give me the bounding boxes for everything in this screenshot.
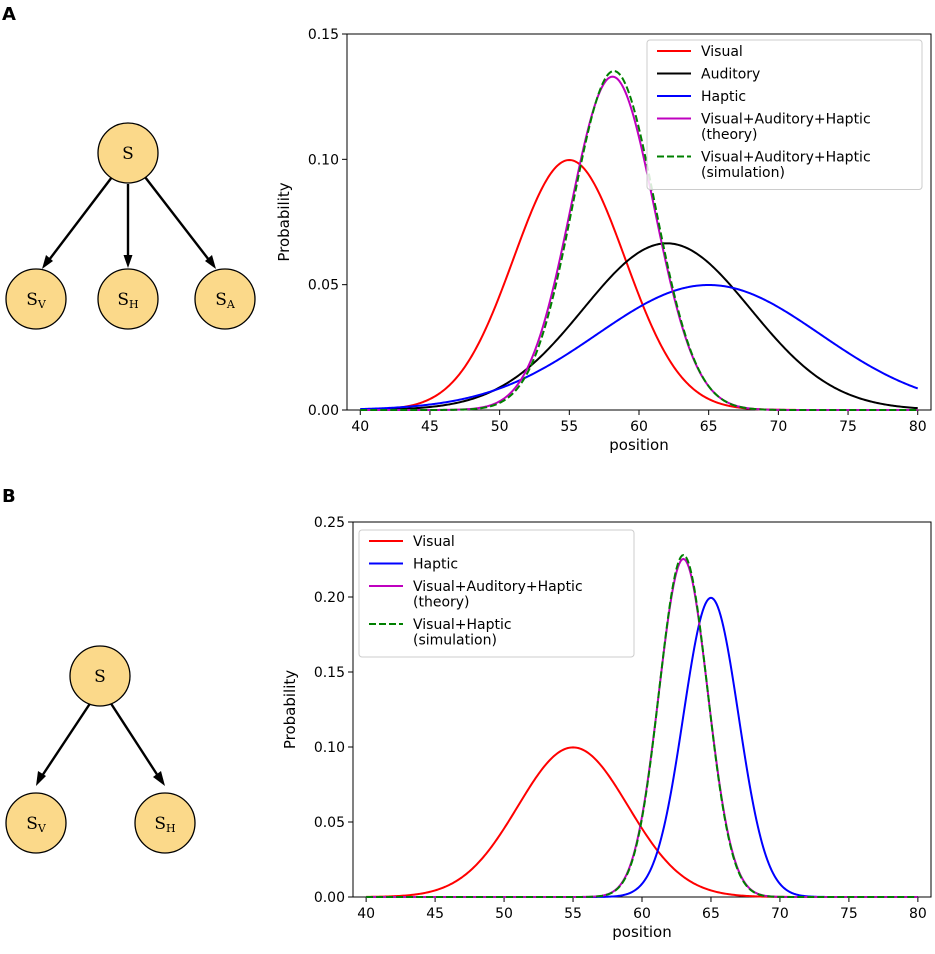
edge-s-sh-b	[108, 701, 160, 777]
legend-label: Visual+Auditory+Haptic	[413, 579, 583, 595]
node-s: S	[97, 122, 159, 184]
panel-a: A S SV SH SA 40 45	[2, 4, 932, 454]
node-s-b-label: S	[94, 667, 106, 687]
edge-s-sv-b-arrow	[36, 771, 46, 786]
x-tick-label: 75	[840, 906, 858, 922]
edge-s-sa	[144, 176, 210, 261]
series-line-auditory	[360, 242, 918, 411]
x-tick-label: 40	[351, 419, 369, 435]
chart-b: 40 45 50 55 60 65 70 75 80 0.00 0.05 0.10 0.15 0.20 0.…	[281, 515, 932, 941]
panel-b: B S SV SH 40 45 50 55 60 65 70 75 80 0.00 0.05 0.10…	[2, 486, 932, 941]
y-axis-label: Probability	[281, 670, 299, 749]
y-tick-label: 0.15	[308, 27, 339, 43]
series-line-haptic	[360, 283, 919, 411]
edge-s-sh-b-arrow	[153, 771, 165, 786]
y-tick-label: 0.10	[314, 740, 345, 756]
x-tick-label: 55	[560, 419, 578, 435]
y-tick-label: 0.20	[314, 590, 345, 606]
x-tick-label: 65	[702, 906, 720, 922]
y-tick-label: 0.00	[308, 403, 339, 419]
y-tick-label: 0.10	[308, 152, 339, 168]
x-tick-label: 70	[771, 906, 789, 922]
chart-a: 40 45 50 55 60 65 70 75 80 0.00 0.05 0.10 0.15 positi…	[275, 27, 932, 454]
series-line-visual-auditory-haptic-simulation-	[360, 69, 918, 411]
series-line-visual-haptic-simulation-	[366, 553, 918, 898]
node-sv-label: SV	[26, 290, 47, 311]
edge-s-sv-b	[40, 701, 93, 777]
legend-label: Visual+Haptic	[413, 617, 512, 633]
node-sh-b-label: SH	[154, 814, 175, 835]
y-tick-label: 0.15	[314, 665, 345, 681]
legend-label: (theory)	[701, 127, 758, 143]
x-tick-label: 65	[700, 419, 718, 435]
legend-label: Visual+Auditory+Haptic	[701, 112, 871, 128]
x-tick-label: 80	[909, 419, 927, 435]
y-tick-label: 0.25	[314, 515, 345, 531]
y-tick-label: 0.00	[314, 890, 345, 906]
node-sa-label: SA	[215, 290, 236, 311]
edge-s-sv-arrow	[42, 255, 53, 269]
legend-label: (simulation)	[701, 165, 785, 181]
edge-s-sh-arrow	[123, 255, 133, 268]
graph-a: S SV SH SA	[5, 122, 256, 330]
legend-label: Visual	[413, 534, 455, 550]
x-tick-label: 75	[839, 419, 857, 435]
node-sh: SH	[97, 268, 159, 330]
legend-label: (simulation)	[413, 633, 497, 649]
node-sv: SV	[5, 268, 67, 330]
legend-label: Visual	[701, 44, 743, 60]
node-sh-label: SH	[117, 290, 138, 311]
legend-label: (theory)	[413, 595, 470, 611]
x-tick-label: 50	[491, 419, 509, 435]
x-tick-label: 45	[426, 906, 444, 922]
x-tick-label: 55	[564, 906, 582, 922]
x-tick-label: 40	[357, 906, 375, 922]
node-sh-b: SH	[134, 792, 196, 854]
panel-b-label: B	[2, 486, 16, 507]
x-tick-label: 60	[633, 906, 651, 922]
x-tick-label: 80	[909, 906, 927, 922]
x-axis-label: position	[609, 436, 668, 454]
edge-s-sa-arrow	[205, 255, 216, 269]
edge-s-sv	[48, 176, 113, 261]
y-tick-label: 0.05	[308, 278, 339, 294]
graph-b: S SV SH	[5, 645, 196, 854]
legend-label: Auditory	[701, 67, 760, 83]
node-sv-b: SV	[5, 792, 67, 854]
x-tick-label: 60	[630, 419, 648, 435]
legend-label: Haptic	[413, 557, 458, 573]
x-tick-label: 70	[769, 419, 787, 435]
series-line-visual	[360, 158, 918, 411]
panel-a-label: A	[2, 4, 16, 25]
legend-label: Haptic	[701, 89, 746, 105]
x-axis-label: position	[612, 923, 671, 941]
x-tick-label: 45	[421, 419, 439, 435]
node-s-label: S	[122, 144, 134, 164]
node-sa: SA	[194, 268, 256, 330]
legend-label: Visual+Auditory+Haptic	[701, 150, 871, 166]
node-sv-b-label: SV	[26, 814, 47, 835]
legend-box	[646, 39, 923, 190]
y-tick-label: 0.05	[314, 815, 345, 831]
x-tick-label: 50	[495, 906, 513, 922]
node-s-b: S	[69, 645, 131, 707]
legend-box	[358, 529, 635, 658]
y-axis-label: Probability	[275, 182, 293, 261]
